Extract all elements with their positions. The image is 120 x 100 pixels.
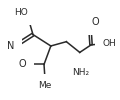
Text: OH: OH [102,39,116,48]
Text: O: O [18,59,26,69]
Text: Me: Me [38,81,52,90]
Text: O: O [91,17,99,27]
Text: N: N [7,41,14,51]
Text: HO: HO [14,8,28,17]
Text: NH₂: NH₂ [72,68,89,77]
